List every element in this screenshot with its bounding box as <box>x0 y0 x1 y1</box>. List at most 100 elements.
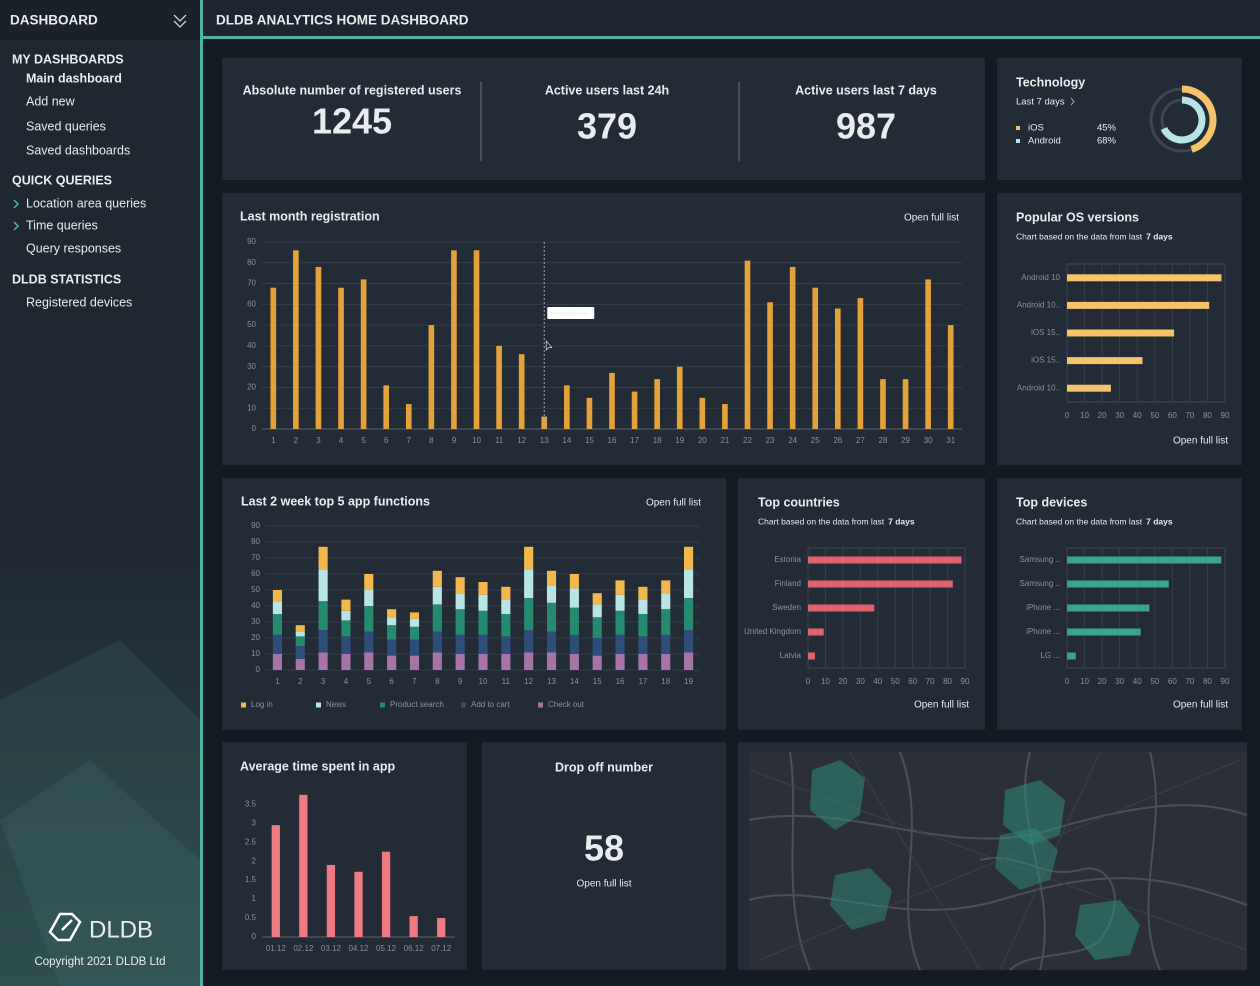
sidebar-item[interactable]: Registered devices <box>26 295 132 309</box>
bar-segment <box>364 590 374 606</box>
kpi-label: Absolute number of registered users <box>243 83 462 97</box>
x-tick-label: 21 <box>720 436 729 445</box>
open-full-list[interactable]: Open full list <box>646 498 701 509</box>
avg-time-panel <box>222 742 467 970</box>
y-tick-label: 20 <box>247 383 256 392</box>
x-tick-label: 5 <box>367 677 372 686</box>
x-tick-label: 05.12 <box>376 944 397 953</box>
bar <box>808 628 824 636</box>
bar <box>409 916 418 937</box>
drop-off-link[interactable]: Open full list <box>576 879 631 890</box>
y-tick-label: iPhone ... <box>1026 603 1060 612</box>
expand-icon <box>13 199 20 231</box>
bar-segment <box>341 599 351 611</box>
legend-value: 45% <box>1097 123 1117 134</box>
x-tick-label: 10 <box>472 436 481 445</box>
bar-segment <box>638 586 648 600</box>
bar-segment <box>569 654 579 670</box>
bar-segment <box>341 620 351 637</box>
x-tick-label: 70 <box>926 677 935 686</box>
map-area <box>810 760 865 830</box>
x-tick-label: 0 <box>806 677 811 686</box>
open-full-list[interactable]: Open full list <box>1173 436 1228 447</box>
y-tick-label: 0.5 <box>245 913 257 922</box>
chart-subtitle: Chart based on the data from last <box>1016 231 1143 241</box>
sidebar-header <box>0 0 200 40</box>
sidebar-item[interactable]: Saved queries <box>26 119 106 133</box>
bar <box>857 298 864 429</box>
open-full-list[interactable]: Open full list <box>1173 700 1228 711</box>
legend-swatch <box>1016 126 1020 130</box>
bar <box>428 325 435 429</box>
bar <box>1067 556 1222 564</box>
sidebar <box>0 0 200 986</box>
y-tick-label: Android 10.. <box>1017 383 1060 392</box>
x-tick-label: 9 <box>452 436 457 445</box>
x-tick-label: 90 <box>1221 677 1230 686</box>
bar-segment <box>455 654 465 670</box>
x-tick-label: 60 <box>1168 677 1177 686</box>
bar-segment <box>318 569 328 602</box>
y-tick-label: 10 <box>247 403 256 412</box>
bar-segment <box>455 609 465 635</box>
sidebar-item[interactable]: Query responses <box>26 241 121 255</box>
y-tick-label: Estonia <box>774 555 801 564</box>
legend-swatch <box>538 702 543 708</box>
open-full-list[interactable]: Open full list <box>904 213 959 224</box>
x-tick-label: 28 <box>879 436 888 445</box>
collapse-icon[interactable] <box>173 14 187 28</box>
legend-label: News <box>326 700 346 709</box>
bar-segment <box>387 625 397 640</box>
x-tick-label: 3 <box>316 436 321 445</box>
sidebar-item[interactable]: Main dashboard <box>26 71 122 85</box>
sidebar-item[interactable]: Saved dashboards <box>26 143 130 157</box>
bar-segment <box>478 594 488 611</box>
open-full-list[interactable]: Open full list <box>914 700 969 711</box>
bar-segment <box>409 639 420 656</box>
bar <box>654 379 660 429</box>
chart-subtitle[interactable]: Last 7 days <box>1016 97 1065 108</box>
bar-segment <box>295 625 305 632</box>
sidebar-item[interactable]: Location area queries <box>26 196 146 210</box>
x-tick-label: 30 <box>1115 411 1124 420</box>
bar-segment <box>295 646 305 659</box>
bar <box>405 404 412 429</box>
sidebar-item[interactable]: Add new <box>26 94 76 108</box>
bar-segment <box>341 610 351 621</box>
bar-segment <box>409 626 420 640</box>
y-tick-label: LG ... <box>1040 651 1060 660</box>
bar-segment <box>318 630 328 653</box>
logo-text: DLDB <box>89 916 153 943</box>
x-tick-label: 50 <box>1150 411 1159 420</box>
cursor <box>545 340 553 351</box>
sidebar-item[interactable]: Time queries <box>26 218 98 232</box>
bar <box>383 385 390 429</box>
x-tick-label: 04.12 <box>348 944 369 953</box>
legend-swatch <box>461 702 466 708</box>
x-tick-label: 20 <box>838 677 847 686</box>
bar-segment <box>501 636 511 654</box>
bar-segment <box>592 638 602 656</box>
drop-off-title: Drop off number <box>555 760 653 774</box>
bar-segment <box>318 601 328 630</box>
map-area <box>995 828 1058 890</box>
bar-segment <box>455 577 465 594</box>
chart-title: Last 2 week top 5 app functions <box>241 494 430 508</box>
bar <box>451 250 457 429</box>
legend-label: iOS <box>1028 123 1044 134</box>
x-tick-label: 50 <box>891 677 900 686</box>
y-tick-label: 3 <box>252 818 257 827</box>
bar <box>293 250 299 429</box>
y-tick-label: 70 <box>247 279 256 288</box>
x-tick-label: 6 <box>384 436 389 445</box>
bar <box>1067 628 1141 636</box>
legend-swatch <box>1016 139 1020 143</box>
bar-segment <box>318 652 328 670</box>
tooltip-text: 8 registrations <box>550 311 588 317</box>
bar-segment <box>546 602 557 632</box>
bar <box>271 825 280 937</box>
kpi-label: Active users last 7 days <box>795 83 937 97</box>
bar-segment <box>364 652 374 670</box>
header-accent <box>203 36 1260 39</box>
bar-segment <box>432 631 442 653</box>
